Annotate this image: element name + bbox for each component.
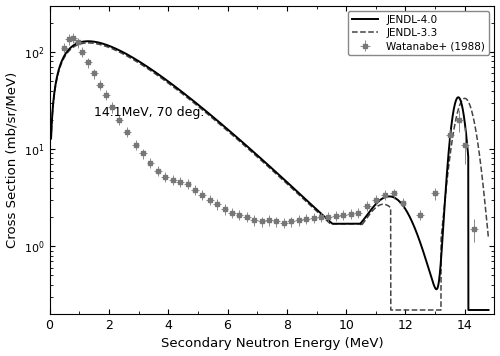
JENDL-3.3 [98, 43, 104, 47]
Y-axis label: Cross Section (mb/sr/MeV): Cross Section (mb/sr/MeV) [6, 72, 18, 248]
JENDL-4.0 [124, 52, 130, 57]
Line: JENDL-4.0: JENDL-4.0 [51, 41, 488, 310]
JENDL-4.0 [477, 308, 483, 312]
JENDL-3.3 [388, 308, 394, 312]
JENDL-4.0 [85, 39, 91, 43]
JENDL-4.0 [486, 308, 492, 312]
JENDL-3.3 [477, 158, 483, 163]
JENDL-3.3 [85, 41, 91, 45]
JENDL-3.3 [235, 138, 241, 142]
X-axis label: Secondary Neutron Energy (MeV): Secondary Neutron Energy (MeV) [160, 337, 384, 350]
Legend: JENDL-4.0, JENDL-3.3, Watanabe+ (1988): JENDL-4.0, JENDL-3.3, Watanabe+ (1988) [348, 11, 489, 55]
JENDL-3.3 [430, 308, 436, 312]
Line: JENDL-3.3: JENDL-3.3 [51, 43, 488, 310]
JENDL-3.3 [216, 121, 222, 126]
JENDL-4.0 [98, 41, 104, 45]
JENDL-4.0 [216, 120, 222, 124]
Text: 14.1MeV, 70 deg.: 14.1MeV, 70 deg. [94, 106, 204, 119]
JENDL-4.0 [466, 308, 471, 312]
JENDL-4.0 [48, 136, 54, 140]
JENDL-4.0 [430, 280, 436, 284]
JENDL-4.0 [235, 136, 241, 140]
JENDL-3.3 [48, 138, 54, 142]
JENDL-3.3 [124, 54, 130, 58]
JENDL-3.3 [486, 237, 492, 241]
